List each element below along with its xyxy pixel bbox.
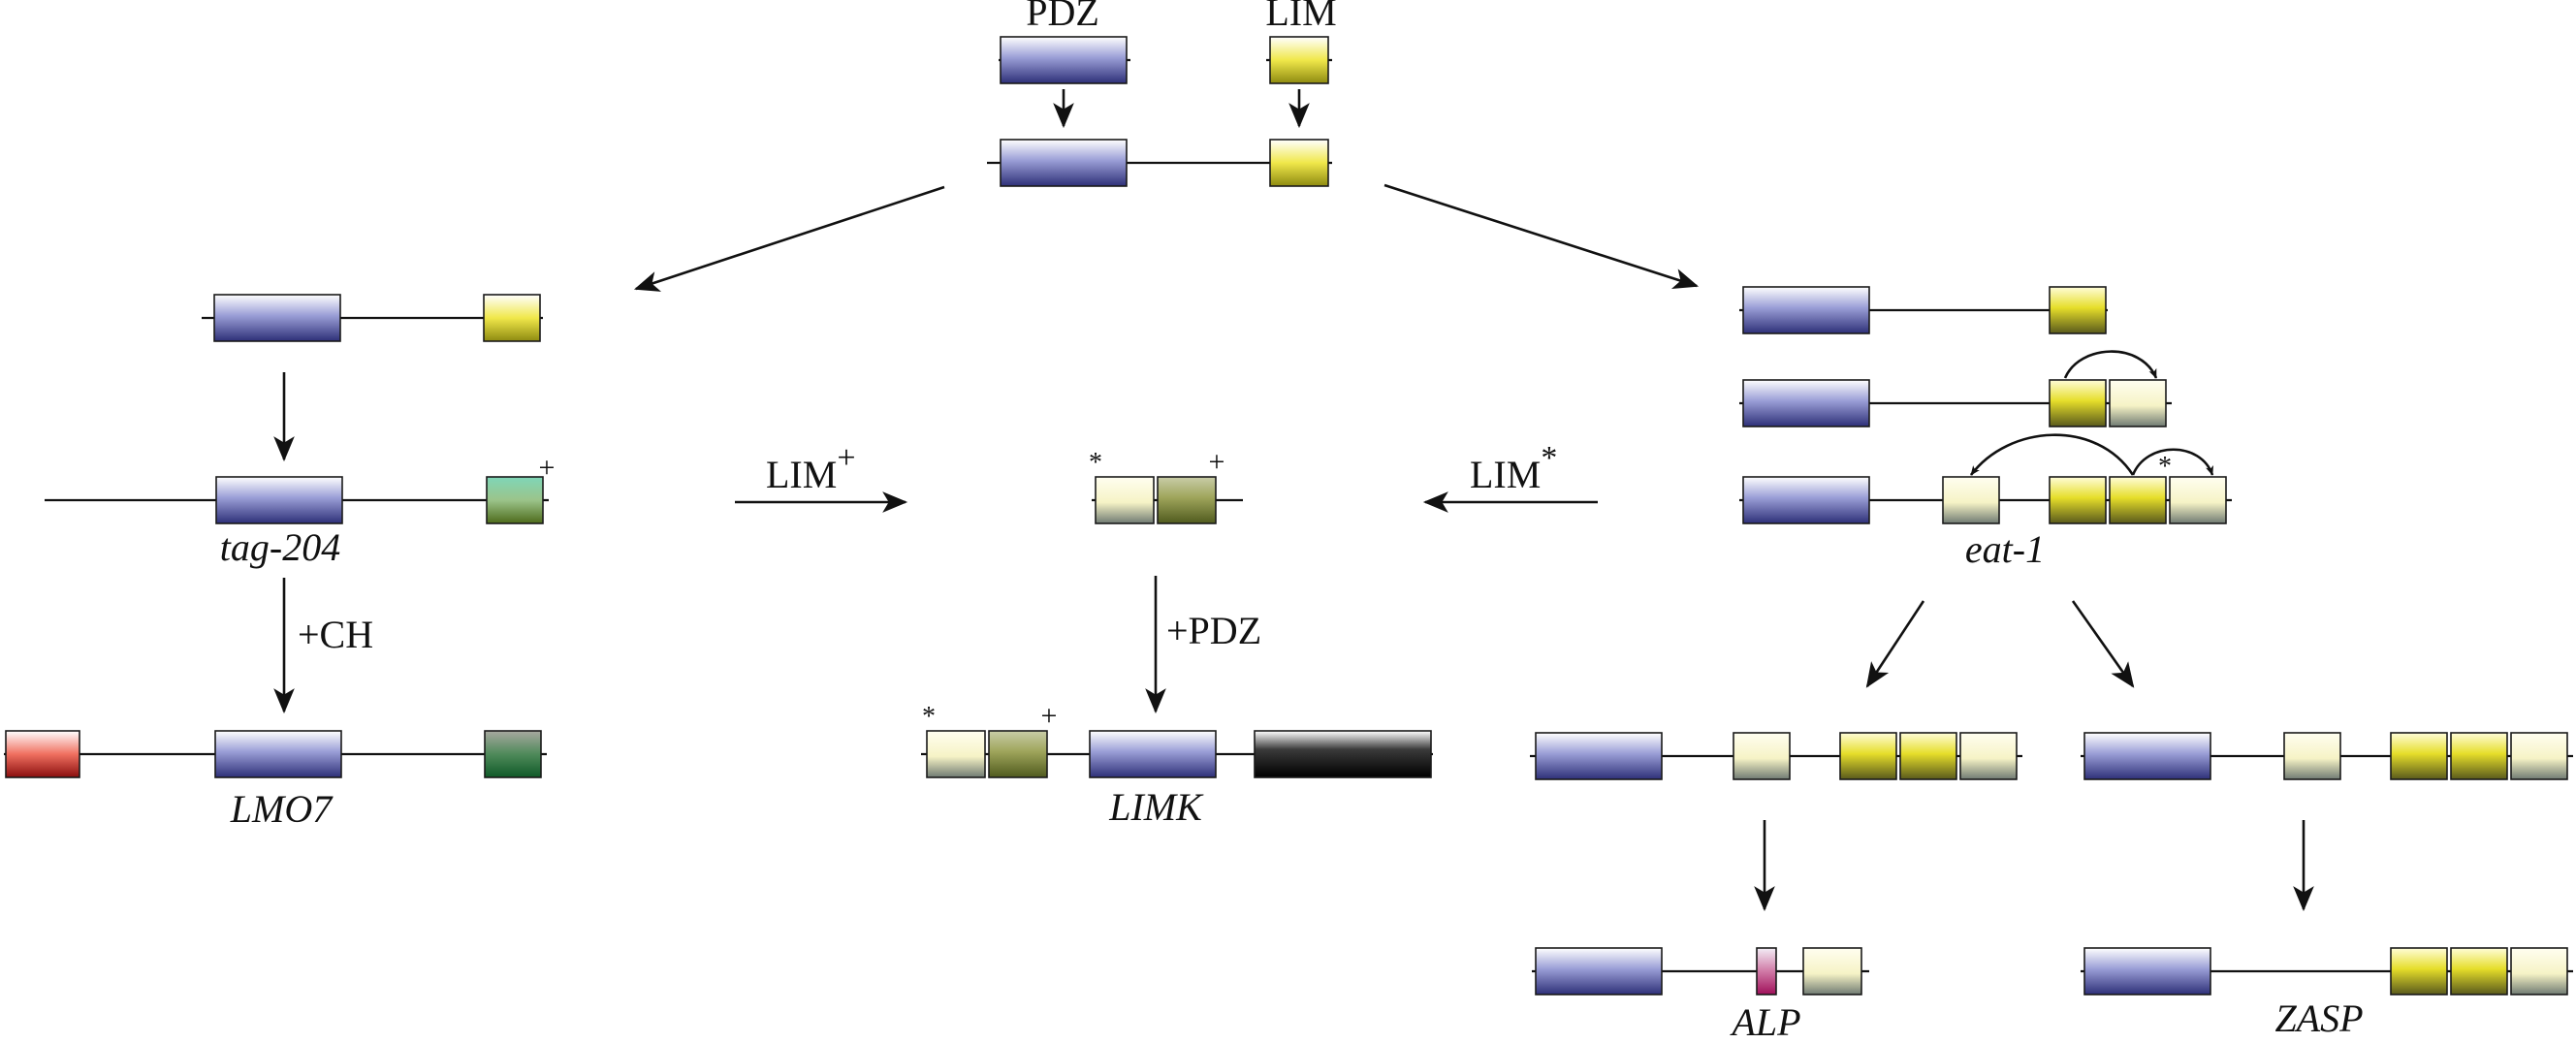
- gene-label-limk: LIMK: [1108, 785, 1204, 829]
- lim-domain: [2049, 379, 2107, 427]
- lim-label: LIM: [1265, 0, 1336, 34]
- lim-plus-label: LIM+: [766, 440, 856, 496]
- pdz-domain: [1000, 139, 1128, 187]
- pdz-domain: [215, 476, 343, 524]
- lim-domain: [1269, 139, 1329, 187]
- lim-star-domain: [1733, 732, 1791, 780]
- lim-domain: [2450, 732, 2508, 780]
- gene-label-tag-204: tag-204: [220, 525, 340, 569]
- lim-star-domain: [1942, 476, 2000, 524]
- pdz-domain: [1535, 732, 1663, 780]
- branch-arrow-right: [1383, 183, 1700, 289]
- middle-lineage: LIM+ LIM* * + +PDZ * + LIMK: [735, 440, 1598, 829]
- star-marker: *: [2158, 452, 2172, 482]
- gene-label-lmo7: LMO7: [230, 787, 334, 831]
- lim-domain: [2390, 947, 2448, 996]
- diag-arrow-right: [2071, 600, 2135, 688]
- lim-domain: [2109, 379, 2167, 427]
- left-lineage: + tag-204 +CH LMO7: [4, 294, 556, 831]
- lim-domain: [2510, 732, 2568, 780]
- lim-domain: [2169, 476, 2227, 524]
- pdz-domain: [213, 294, 341, 342]
- plus-ch-label: +CH: [298, 613, 373, 656]
- pdz-domain: [1089, 730, 1217, 778]
- gene-label-zasp: ZASP: [2274, 996, 2363, 1040]
- pdz-label: PDZ: [1026, 0, 1099, 34]
- pdz-domain: [2083, 947, 2211, 996]
- lim-domain: [1269, 36, 1329, 84]
- lim-star-domain: [1095, 476, 1155, 524]
- plus-marker: +: [539, 452, 556, 484]
- lim-domain: [2049, 286, 2107, 334]
- duplication-arrow: [2063, 350, 2158, 379]
- lim-domain: [1899, 732, 1957, 780]
- plus-marker: +: [1209, 446, 1225, 478]
- lim-star-domain: [1802, 947, 1862, 996]
- plus-pdz-label: +PDZ: [1166, 609, 1261, 652]
- plus-marker: +: [1041, 700, 1058, 732]
- pdz-domain: [1742, 379, 1870, 427]
- ch-domain: [5, 730, 80, 778]
- lim-domain: [2450, 947, 2508, 996]
- pdz-domain: [1742, 286, 1870, 334]
- pdz-domain: [1535, 947, 1663, 996]
- duplication-arrow: [2131, 448, 2214, 476]
- alp-motif: [1756, 947, 1777, 996]
- lim-star-domain: [926, 730, 986, 778]
- lim-plus-domain: [988, 730, 1048, 778]
- lim-plus-domain: [484, 730, 542, 778]
- lim-domain: [2109, 476, 2167, 524]
- branch-arrow-left: [633, 185, 945, 292]
- transposition-arrow: [1969, 433, 2135, 476]
- lim-star-label: LIM*: [1470, 440, 1557, 496]
- pdz-domain: [214, 730, 342, 778]
- diag-arrow-left: [1865, 600, 1925, 688]
- kinase-domain: [1254, 730, 1432, 778]
- star-marker: *: [922, 702, 936, 732]
- lim-domain: [2390, 732, 2448, 780]
- lim-plus-domain: [1157, 476, 1217, 524]
- lim-domain: [1839, 732, 1897, 780]
- top-ancestor-group: PDZ LIM: [987, 0, 1337, 187]
- lim-plus-domain: [486, 476, 544, 524]
- lim-star-domain: [2283, 732, 2341, 780]
- star-marker: *: [1089, 448, 1102, 478]
- lim-domain: [2510, 947, 2568, 996]
- pdz-domain: [2083, 732, 2211, 780]
- pdz-domain: [1000, 36, 1128, 84]
- right-lineage: * eat-1 ALP ZASP: [1530, 286, 2573, 1043]
- lim-domain: [483, 294, 541, 342]
- gene-label-eat-1: eat-1: [1965, 527, 2045, 571]
- pdz-domain: [1742, 476, 1870, 524]
- lim-domain: [1959, 732, 2018, 780]
- lim-domain: [2049, 476, 2107, 524]
- gene-label-alp: ALP: [1729, 1000, 1800, 1043]
